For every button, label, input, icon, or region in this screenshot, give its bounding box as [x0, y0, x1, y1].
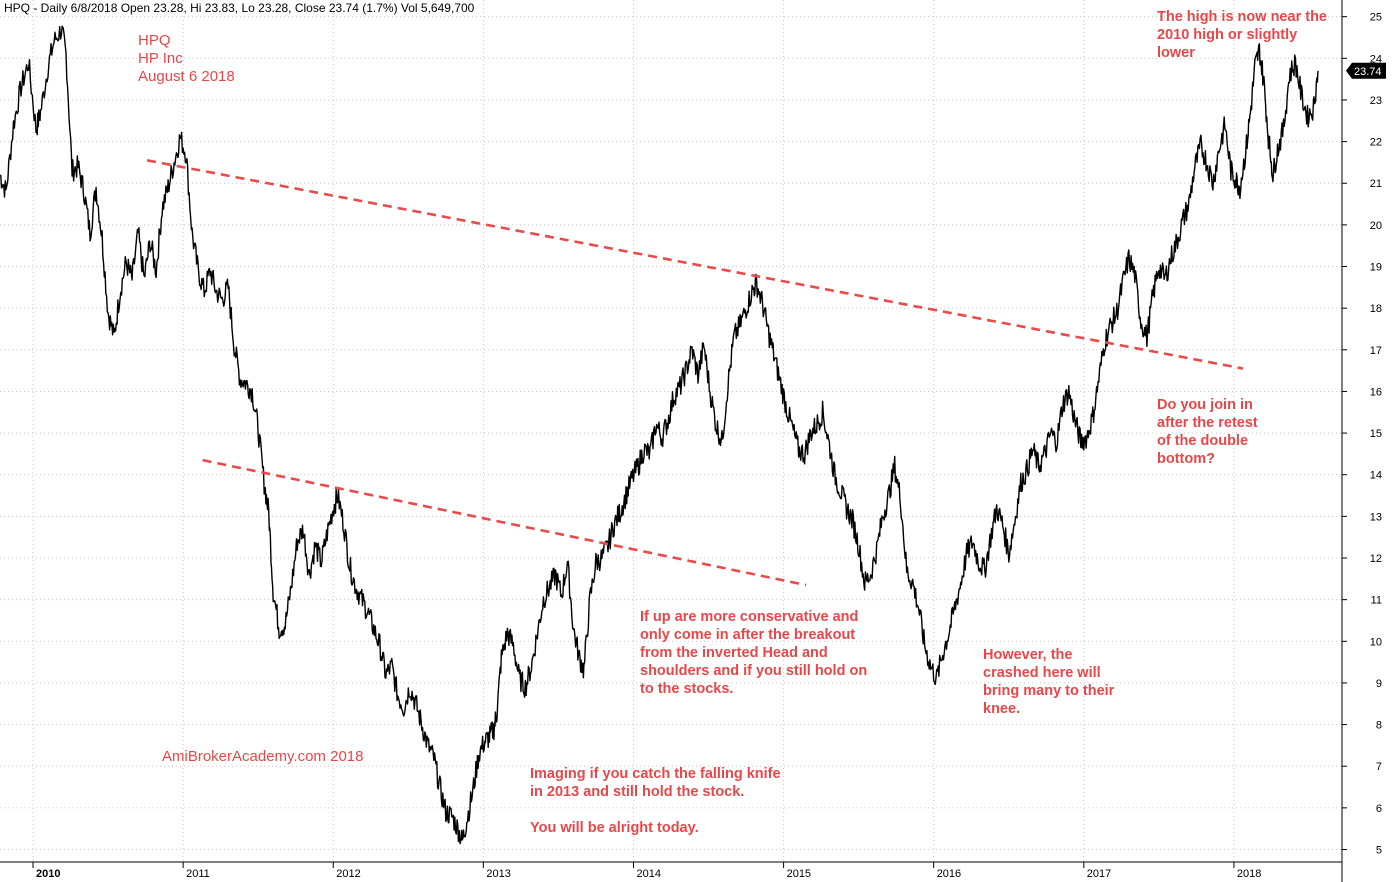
- x-tick-label: 2011: [186, 868, 210, 880]
- watermark-note: AmiBrokerAcademy.com 2018: [162, 748, 364, 765]
- y-tick-label: 5: [1376, 845, 1382, 857]
- ticker-note: HPQ HP Inc August 6 2018: [138, 32, 235, 85]
- falling-knife-note: Imaging if you catch the falling knife i…: [530, 766, 781, 836]
- y-tick-label: 19: [1370, 262, 1382, 274]
- y-tick-label: 16: [1370, 386, 1382, 398]
- y-tick-label: 12: [1370, 553, 1382, 565]
- trendlines: [146, 159, 1244, 587]
- y-tick-label: 6: [1376, 803, 1382, 815]
- trendline-2: [202, 458, 807, 587]
- x-tick-label: 2018: [1237, 868, 1261, 880]
- y-tick-label: 24: [1370, 53, 1382, 65]
- retest-note: Do you join in after the retest of the d…: [1157, 397, 1258, 467]
- y-tick-label: 11: [1371, 595, 1382, 607]
- x-tick-label: 2013: [486, 868, 510, 880]
- y-tick-label: 13: [1370, 511, 1382, 523]
- y-tick-label: 22: [1370, 137, 1382, 149]
- y-tick-label: 15: [1370, 428, 1382, 440]
- x-tick-label: 2016: [937, 868, 961, 880]
- y-axis: 5 6 7 8 9 10 11 12 13 14 15 16 17 18 19 20 21 22 23 24 25: [1341, 0, 1382, 882]
- high-note: The high is now near the 2010 high or sl…: [1157, 9, 1327, 61]
- x-tick-label: 2010: [36, 868, 60, 880]
- last-price-tag: 23.74: [1346, 62, 1386, 79]
- price-line: [0, 25, 1319, 845]
- last-price-value: 23.74: [1354, 66, 1382, 78]
- y-tick-label: 7: [1376, 761, 1382, 773]
- crash-note: However, the crashed here will bring man…: [983, 647, 1115, 717]
- chart-header: HPQ - Daily 6/8/2018 Open 23.28, Hi 23.8…: [4, 1, 475, 15]
- x-tick-label: 2015: [787, 868, 811, 880]
- y-tick-label: 17: [1370, 345, 1382, 357]
- x-tick-label: 2014: [636, 868, 660, 880]
- y-tick-label: 20: [1370, 220, 1382, 232]
- price-series: [0, 25, 1319, 845]
- y-tick-label: 14: [1370, 470, 1382, 482]
- y-tick-label: 10: [1370, 636, 1382, 648]
- y-tick-label: 21: [1370, 178, 1382, 190]
- trendline-1: [146, 159, 1244, 370]
- y-tick-label: 23: [1370, 95, 1382, 107]
- chart-grid: [0, 0, 1342, 862]
- y-tick-label: 9: [1376, 678, 1382, 690]
- x-tick-label: 2012: [336, 868, 360, 880]
- conservative-note: If up are more conservative and only com…: [640, 609, 868, 697]
- last-price-marker: [1346, 62, 1386, 79]
- x-axis: 2010 2011 2012 2013 2014 2015 2016 2017 2018: [0, 861, 1342, 880]
- y-tick-label: 18: [1370, 303, 1382, 315]
- y-tick-label: 8: [1376, 720, 1382, 732]
- y-tick-label: 25: [1370, 12, 1382, 24]
- x-tick-label: 2017: [1087, 868, 1111, 880]
